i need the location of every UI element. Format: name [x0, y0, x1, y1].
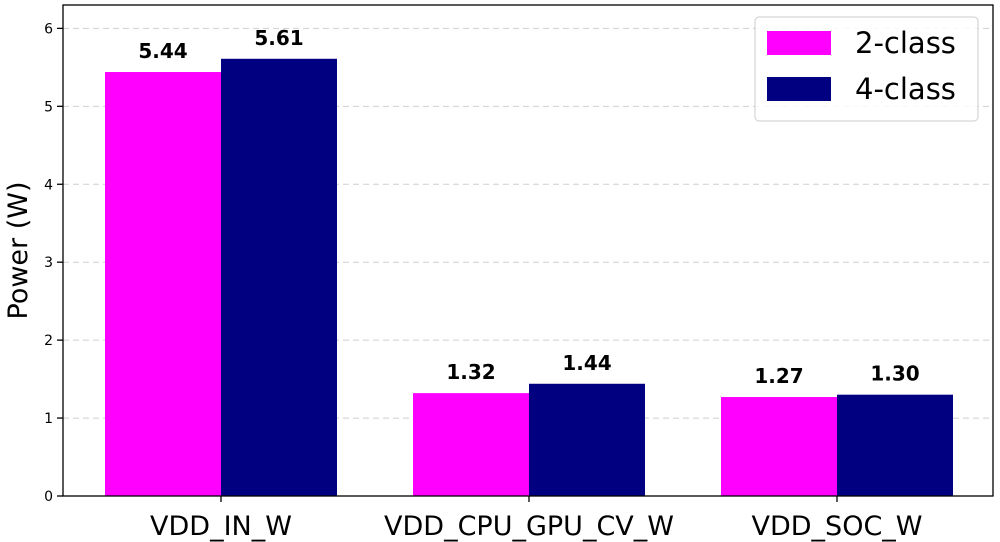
data-label: 1.32 — [446, 360, 495, 384]
legend: 2-class 4-class — [754, 16, 979, 122]
data-label: 5.44 — [138, 39, 187, 63]
y-tick-label: 0 — [44, 489, 53, 505]
bar-2-class-VDD_IN_W — [105, 72, 221, 497]
bar-4-class-VDD_IN_W — [221, 58, 337, 497]
y-tick-label: 6 — [44, 21, 53, 37]
data-label: 1.44 — [562, 351, 611, 375]
x-category-label: VDD_CPU_GPU_CV_W — [384, 511, 674, 542]
y-tick-label: 5 — [44, 99, 53, 115]
data-label: 1.27 — [754, 364, 803, 388]
y-tick-label: 1 — [44, 411, 53, 427]
data-label: 5.61 — [254, 26, 303, 50]
data-labels: 5.44 1.32 1.27 5.61 1.44 1.30 — [138, 26, 919, 388]
legend-swatch — [767, 31, 831, 55]
y-tick-label: 3 — [44, 255, 53, 271]
data-label: 1.30 — [870, 362, 919, 386]
bars — [105, 58, 953, 497]
x-category-label: VDD_IN_W — [150, 511, 292, 542]
legend-label: 4-class — [855, 72, 956, 106]
y-tick-label: 4 — [44, 177, 53, 193]
bar-4-class-VDD_SOC_W — [837, 394, 953, 496]
bar-4-class-VDD_CPU_GPU_CV_W — [529, 383, 645, 496]
y-tick-label: 2 — [44, 333, 53, 349]
legend-swatch — [767, 77, 831, 101]
legend-label: 2-class — [855, 26, 956, 60]
x-axis-categories: VDD_IN_W VDD_CPU_GPU_CV_W VDD_SOC_W — [150, 496, 923, 542]
x-category-label: VDD_SOC_W — [752, 511, 923, 542]
y-axis-ticks: 0 1 2 3 4 5 6 — [44, 21, 63, 505]
bar-2-class-VDD_SOC_W — [721, 397, 837, 496]
plot-frame — [62, 4, 994, 497]
y-axis-title: Power (W) — [3, 182, 34, 320]
legend-items: 2-class 4-class — [767, 26, 956, 106]
bar-2-class-VDD_CPU_GPU_CV_W — [413, 393, 529, 496]
